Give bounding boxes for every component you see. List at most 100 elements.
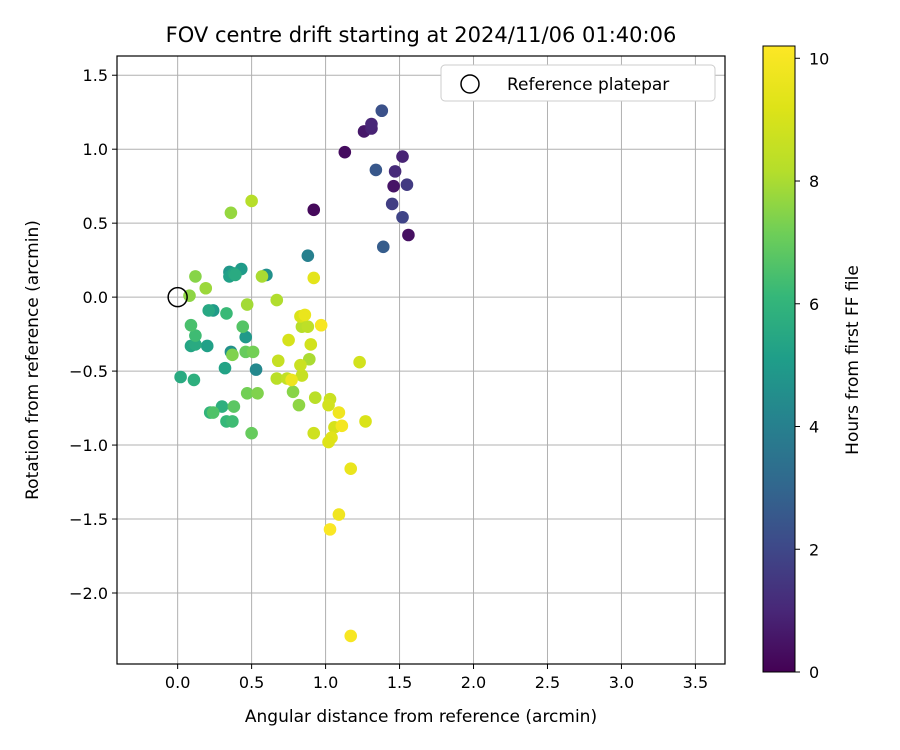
data-point — [215, 400, 229, 413]
data-point — [239, 330, 253, 344]
x-tick-label: 3.5 — [683, 673, 708, 692]
data-point — [227, 400, 241, 413]
data-point — [375, 104, 389, 118]
data-point — [251, 386, 264, 400]
data-point — [240, 386, 254, 400]
colorbar-tick-label: 0 — [809, 663, 819, 682]
data-point — [307, 426, 321, 440]
y-tick-label: 0.5 — [83, 214, 108, 233]
colorbar-tick-label: 2 — [809, 540, 819, 559]
data-point — [322, 435, 335, 449]
colorbar-tick-label: 4 — [809, 418, 819, 437]
legend-box — [440, 64, 716, 102]
data-point — [332, 508, 346, 521]
data-point — [292, 398, 306, 412]
data-point — [304, 338, 318, 351]
data-point — [307, 203, 321, 217]
data-point — [245, 426, 258, 440]
data-point — [189, 329, 202, 342]
data-point — [282, 333, 295, 347]
data-point — [323, 523, 337, 536]
data-point — [344, 629, 358, 643]
reference-layer — [167, 286, 188, 308]
plot-frame — [116, 55, 726, 665]
data-point — [359, 415, 372, 428]
legend-entry-reference: Reference platepar — [507, 75, 669, 95]
legend-reference-marker — [460, 74, 480, 94]
x-tick-label: 0.0 — [165, 673, 190, 692]
data-point — [369, 163, 383, 177]
colorbar-tick-label: 10 — [809, 49, 829, 68]
data-point — [285, 373, 298, 387]
data-point — [298, 308, 312, 322]
data-point — [344, 462, 358, 476]
grid — [117, 56, 725, 664]
data-point — [226, 348, 239, 362]
data-point — [187, 373, 201, 387]
colorbar-label: Hours from first FF file — [843, 265, 863, 455]
colorbar: 0 2 4 6 8 10 Hours from first FF file — [762, 45, 863, 682]
legend: Reference platepar — [440, 64, 716, 102]
data-point — [308, 391, 322, 405]
y-tick-label: −2.0 — [69, 584, 108, 603]
data-point — [307, 271, 321, 285]
data-point — [353, 355, 366, 369]
x-tick-label: 2.5 — [535, 673, 560, 692]
data-point — [226, 415, 239, 428]
data-points — [174, 104, 415, 643]
data-point — [396, 150, 409, 163]
colorbar-gradient — [762, 45, 796, 673]
data-point — [249, 363, 263, 376]
data-point — [270, 293, 284, 307]
data-point — [202, 304, 216, 317]
y-tick-label: −1.5 — [69, 510, 108, 529]
data-point — [224, 206, 238, 220]
data-point — [236, 320, 250, 334]
y-axis-ticks: −2.0 −1.5 −1.0 −0.5 0.0 0.5 1.0 1.5 — [69, 66, 117, 603]
data-point — [189, 338, 202, 351]
data-point — [218, 361, 232, 375]
data-point — [322, 398, 335, 412]
data-point — [245, 194, 258, 208]
x-tick-label: 1.0 — [313, 673, 338, 692]
data-point — [295, 369, 309, 382]
data-point — [301, 249, 315, 263]
data-point — [184, 318, 198, 332]
data-point — [385, 197, 399, 211]
data-point — [240, 298, 254, 311]
data-point — [200, 339, 214, 353]
data-point — [271, 354, 285, 368]
y-tick-label: −1.0 — [69, 436, 108, 455]
data-point — [335, 419, 349, 433]
data-point — [174, 370, 187, 384]
x-tick-label: 3.0 — [609, 673, 634, 692]
y-axis-label: Rotation from reference (arcmin) — [23, 220, 43, 500]
chart-title: FOV centre drift starting at 2024/11/06 … — [166, 23, 677, 47]
x-tick-label: 2.0 — [461, 673, 486, 692]
y-tick-label: 1.0 — [83, 140, 108, 159]
x-axis-label: Angular distance from reference (arcmin) — [245, 707, 597, 727]
data-point — [255, 270, 269, 283]
data-point — [387, 179, 400, 193]
data-point — [189, 270, 202, 283]
data-point — [332, 406, 346, 419]
data-point — [365, 117, 378, 131]
data-point — [314, 318, 328, 332]
data-point — [338, 145, 352, 159]
data-point — [303, 352, 316, 366]
data-point — [206, 406, 220, 419]
data-point — [270, 372, 284, 385]
x-axis-ticks: 0.0 0.5 1.0 1.5 2.0 2.5 3.0 3.5 — [165, 664, 708, 692]
x-tick-label: 0.5 — [239, 673, 264, 692]
data-point — [220, 307, 233, 320]
colorbar-tick-label: 8 — [809, 172, 819, 191]
data-point — [400, 178, 414, 192]
data-point — [286, 385, 300, 399]
data-point — [402, 228, 415, 242]
data-point — [376, 240, 390, 254]
colorbar-tick-label: 6 — [809, 295, 819, 314]
y-tick-label: −0.5 — [69, 362, 108, 381]
colorbar-ticks: 0 2 4 6 8 10 — [795, 49, 829, 682]
y-tick-label: 1.5 — [83, 66, 108, 85]
